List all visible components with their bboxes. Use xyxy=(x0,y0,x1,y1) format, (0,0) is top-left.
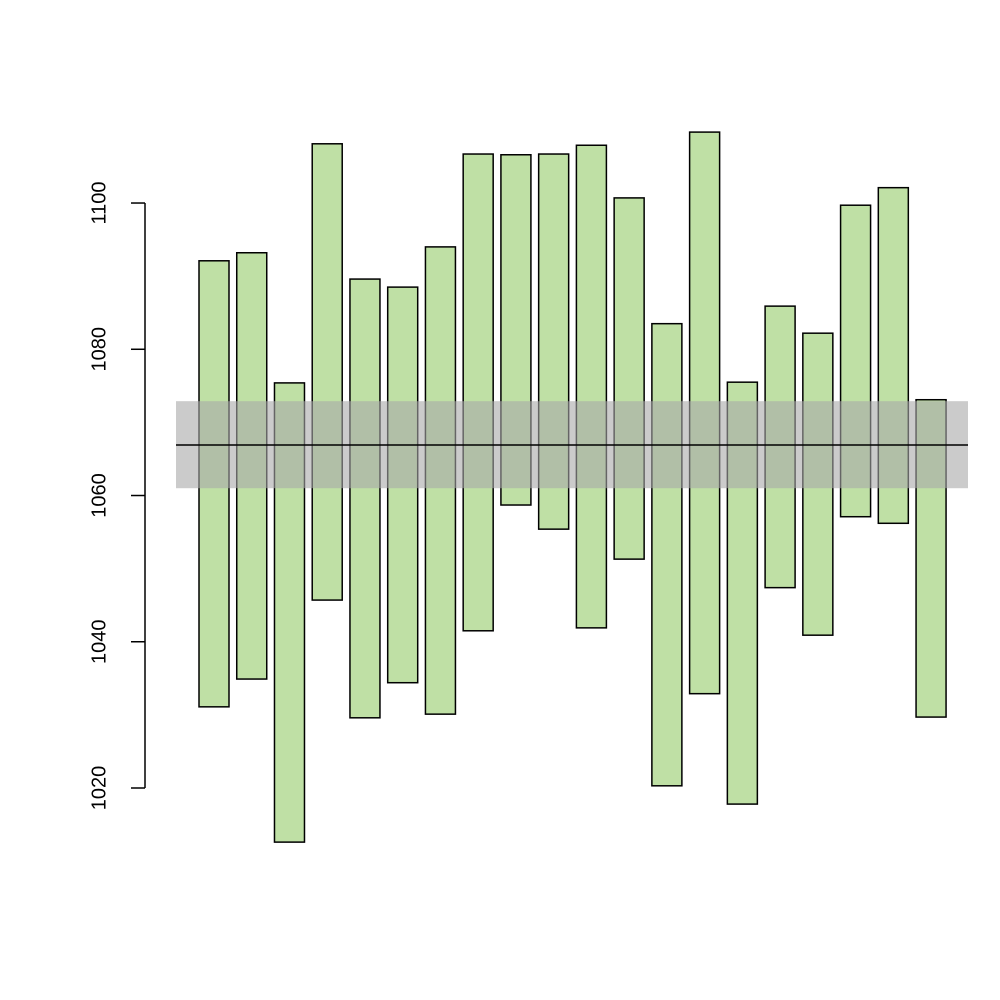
y-tick-label: 1080 xyxy=(88,327,110,372)
bar xyxy=(575,144,608,629)
bar xyxy=(651,322,683,787)
y-tick-label: 1060 xyxy=(88,473,110,517)
y-tick-label: 1020 xyxy=(88,766,110,811)
bar xyxy=(462,153,494,632)
bar xyxy=(613,197,645,560)
bar xyxy=(349,278,381,719)
y-tick-label: 1040 xyxy=(88,620,110,665)
y-tick-label: 1100 xyxy=(88,182,110,225)
bar xyxy=(311,143,343,601)
